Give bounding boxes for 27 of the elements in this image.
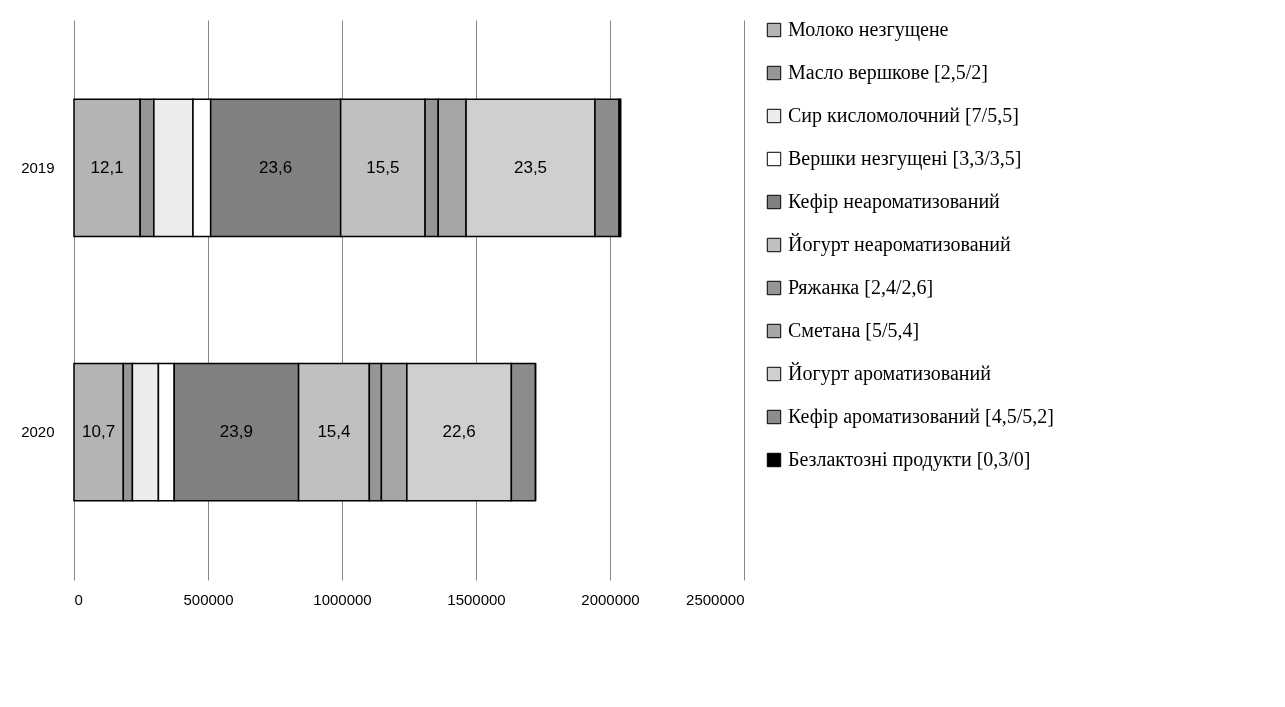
legend-label: Масло вершкове [2,5/2] xyxy=(788,61,988,84)
legend-label: Кефір ароматизований [4,5/5,2] xyxy=(788,405,1054,428)
legend-label: Кефір неароматизований xyxy=(788,190,1001,213)
legend-label: Безлактозні продукти [0,3/0] xyxy=(788,448,1031,471)
legend-label: Вершки незгущені [3,3/3,5] xyxy=(788,147,1022,170)
x-tick-label: 2000000 xyxy=(581,590,640,608)
annotation: 15,5 xyxy=(366,157,400,177)
x-tick-label: 1500000 xyxy=(447,590,506,608)
annotation: 23,6 xyxy=(259,157,293,177)
annotation: 12,1 xyxy=(90,157,124,177)
x-tick-label: 2500000 xyxy=(686,590,745,608)
annotation: 22,6 xyxy=(442,422,476,442)
annotation: 23,5 xyxy=(513,157,548,177)
x-tick-label: 500000 xyxy=(183,590,234,608)
annotation: 15,4 xyxy=(317,422,351,442)
x-tick-label: 0 xyxy=(74,590,83,608)
legend-label: Ряжанка [2,4/2,6] xyxy=(788,276,934,298)
legend-label: Йогурт ароматизований xyxy=(788,362,992,385)
x-tick-label: 1000000 xyxy=(313,590,372,608)
annotation: 23,9 xyxy=(219,422,253,442)
y-tick-label: 2020 xyxy=(21,423,55,441)
legend-label: Йогурт неароматизований xyxy=(788,233,1012,256)
y-tick-label: 2019 xyxy=(21,158,55,176)
legend-label: Сир кисломолочний [7/5,5] xyxy=(788,104,1019,127)
legend-label: Молоко незгущене xyxy=(788,18,949,41)
legend-label: Сметана [5/5,4] xyxy=(788,319,920,341)
annotation: 10,7 xyxy=(82,422,116,442)
